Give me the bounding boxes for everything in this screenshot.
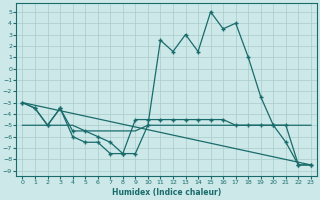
X-axis label: Humidex (Indice chaleur): Humidex (Indice chaleur): [112, 188, 221, 197]
